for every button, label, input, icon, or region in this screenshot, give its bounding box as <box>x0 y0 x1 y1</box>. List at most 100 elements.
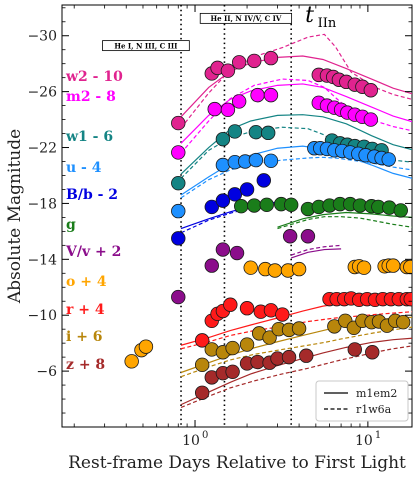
x-tick-label: 10 <box>355 433 373 449</box>
t-iin-label: t <box>305 3 314 28</box>
point-z-8-0 <box>194 385 210 400</box>
point-m2-8-13 <box>363 112 379 127</box>
y-tick-label: −26 <box>27 85 57 101</box>
point-u-4-5 <box>263 153 279 169</box>
point-r-4-8 <box>275 307 290 322</box>
point-z-8-10 <box>347 342 362 357</box>
point-o-4-10 <box>356 260 372 275</box>
point-o-4-15 <box>403 259 412 275</box>
model-solid-w2-10 <box>180 55 412 118</box>
t-iin-subscript: IIn <box>318 16 337 31</box>
point-u-4-1 <box>215 157 231 173</box>
y-tick-label: −14 <box>27 252 57 268</box>
point-z-8-5 <box>250 354 265 370</box>
point-u-4-16 <box>381 152 396 167</box>
point-o-4-7 <box>291 261 307 277</box>
legend-box <box>315 380 409 422</box>
model-dashed-g <box>277 216 412 230</box>
phase-label-1: He II, N IV/V, C IV <box>211 14 282 23</box>
point-m2-8-1 <box>207 101 222 117</box>
point-i-6-3 <box>225 340 240 356</box>
band-label-b-b-2: B/b - 2 <box>66 187 118 203</box>
point-g-0 <box>234 199 249 214</box>
point-w1-6-2 <box>227 124 243 139</box>
point-o-4-2 <box>138 339 154 354</box>
point-b-b-2-4 <box>239 182 255 197</box>
plot-frame <box>61 4 413 428</box>
point-v-v-2-3 <box>229 245 245 261</box>
point-w2-10-4 <box>231 55 247 70</box>
band-label-v-v-2: V/v + 2 <box>65 244 121 260</box>
point-w2-10-3 <box>220 63 236 78</box>
point-b-b-2-5 <box>256 173 272 188</box>
point-b-b-2-2 <box>215 193 231 208</box>
band-label-u-4: u - 4 <box>66 160 102 176</box>
band-label-z-8: z + 8 <box>66 357 105 373</box>
point-v-v-2-1 <box>204 258 219 273</box>
point-m2-8-2 <box>220 102 236 118</box>
point-g-1 <box>247 198 262 213</box>
point-o-4-5 <box>267 263 283 278</box>
band-label-i-6: i + 6 <box>66 329 103 345</box>
point-u-4-4 <box>248 152 264 168</box>
point-r-4-20 <box>403 291 412 307</box>
point-o-4-13 <box>385 258 401 273</box>
band-label-o-4: o + 4 <box>66 274 107 290</box>
point-v-v-2-5 <box>300 229 316 244</box>
band-label-r-4: r + 4 <box>66 302 105 318</box>
point-z-8-9 <box>299 348 314 363</box>
legend-label-dashed: r1w6a <box>356 403 392 416</box>
point-w2-10-0 <box>171 115 186 131</box>
point-w1-6-4 <box>260 125 276 141</box>
band-label-m2-8: m2 - 8 <box>66 89 116 105</box>
y-tick-label: −10 <box>27 308 57 324</box>
legend-label-solid: m1em2 <box>356 387 397 400</box>
point-o-4-3 <box>243 260 258 275</box>
band-label-w1-6: w1 - 6 <box>65 129 113 145</box>
point-v-v-2-2 <box>215 242 231 257</box>
point-m2-8-4 <box>250 87 265 103</box>
model-dashed-v-v-2 <box>290 244 342 256</box>
point-v-v-2-0 <box>171 289 186 305</box>
point-w1-6-1 <box>215 131 231 147</box>
x-axis-title: Rest-frame Days Relative to First Light <box>68 453 406 473</box>
point-w1-6-3 <box>248 124 264 140</box>
point-o-4-0 <box>124 354 139 369</box>
point-r-4-5 <box>239 301 255 316</box>
point-g-2 <box>259 197 274 213</box>
y-tick-label: −30 <box>27 29 57 45</box>
y-axis-title: Absolute Magnitude <box>5 129 25 304</box>
model-dashed-u-4 <box>180 156 412 199</box>
model-dashed-i-6 <box>180 326 412 378</box>
point-i-6-18 <box>395 314 411 330</box>
point-b-b-2-1 <box>204 199 219 215</box>
model-solid-g <box>277 211 412 228</box>
model-dashed-m2-8 <box>180 78 412 154</box>
point-m2-8-3 <box>231 94 247 109</box>
point-m2-8-0 <box>171 145 186 160</box>
point-z-8-3 <box>225 364 240 380</box>
point-g-4 <box>283 197 299 213</box>
point-b-b-2-0 <box>171 231 186 246</box>
band-label-g: g <box>66 217 76 233</box>
point-m2-8-5 <box>263 87 279 103</box>
phase-label-box-1 <box>199 12 293 24</box>
point-b-b-2-3 <box>227 187 243 202</box>
x-tick-exponent: 1 <box>375 430 381 441</box>
y-tick-label: −6 <box>36 364 57 380</box>
point-z-8-11 <box>365 345 380 360</box>
point-i-6-0 <box>194 357 210 373</box>
x-tick-label: 10 <box>182 433 200 449</box>
point-w2-10-6 <box>263 50 279 66</box>
point-r-4-4 <box>223 297 238 312</box>
model-dashed-r-4 <box>180 311 412 350</box>
point-u-4-0 <box>171 203 186 219</box>
point-w2-10-5 <box>247 53 262 69</box>
model-solid-v-v-2 <box>290 248 342 259</box>
point-r-4-0 <box>194 333 210 348</box>
band-label-w2-10: w2 - 10 <box>65 69 123 85</box>
y-tick-label: −18 <box>27 196 57 212</box>
model-dashed-w2-10 <box>180 33 412 129</box>
